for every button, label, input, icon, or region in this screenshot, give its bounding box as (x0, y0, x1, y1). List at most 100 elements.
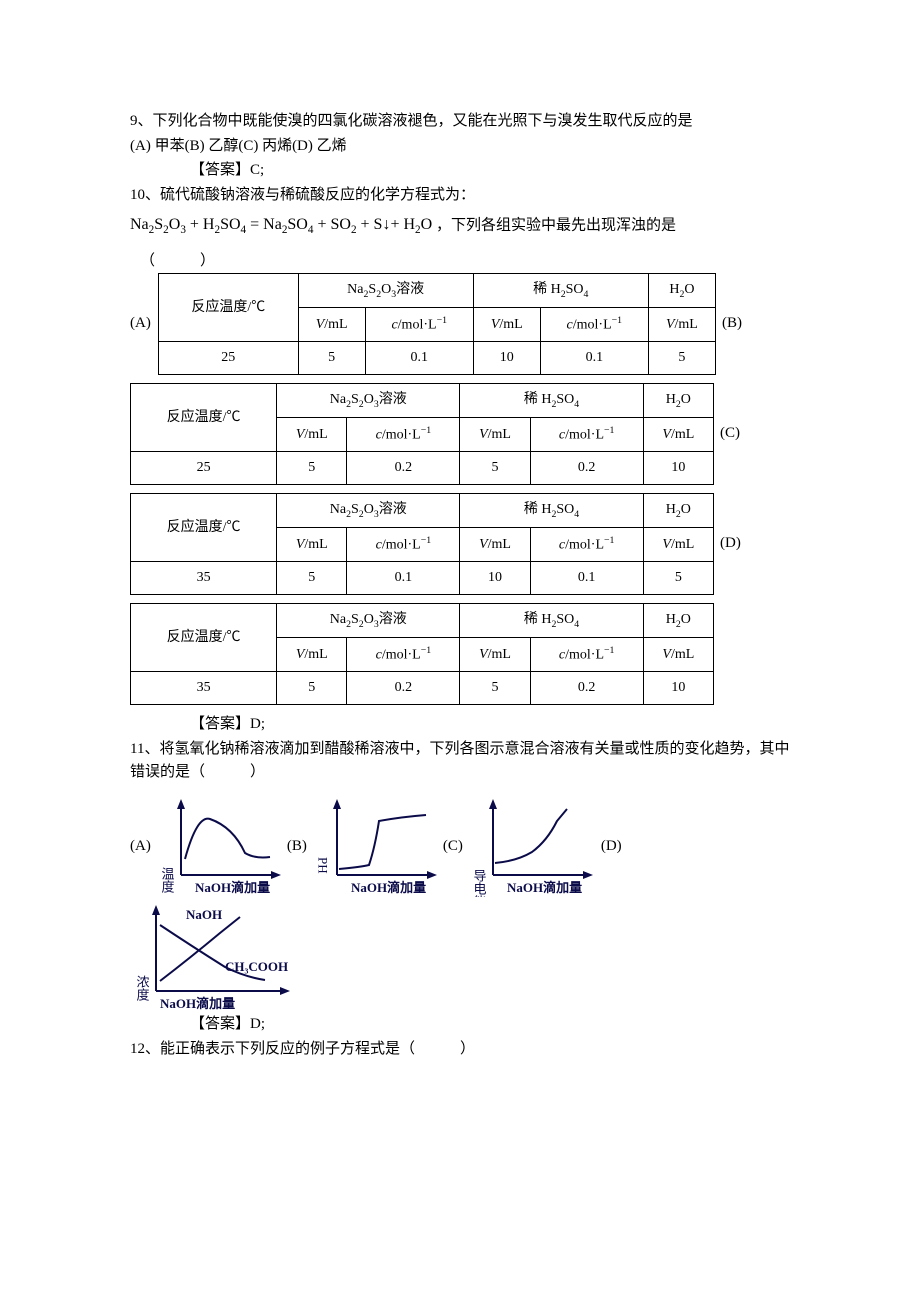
th-h2o: H2O (643, 603, 713, 637)
label-c: (C) (443, 835, 463, 858)
q11-text: 将氢氧化钠稀溶液滴加到醋酸稀溶液中，下列各图示意混合溶液有关量或性质的变化趋势，… (130, 741, 789, 780)
th-vml: V/mL (277, 527, 347, 561)
th-na: Na2S2O3溶液 (298, 273, 473, 307)
th-vml: V/mL (643, 637, 713, 671)
answer-value: D; (250, 716, 265, 732)
cell-c2: 0.2 (530, 672, 643, 705)
cell-v1: 5 (298, 342, 365, 375)
cell-w: 5 (643, 562, 713, 595)
table-c-row: 反应温度/℃ Na2S2O3溶液 稀 H2SO4 H2O V/mL c/mol·… (130, 493, 795, 595)
th-h2so4: 稀 H2SO4 (460, 603, 643, 637)
cell-temp: 25 (159, 342, 299, 375)
graph-b-block: (B) PH NaOH滴加量 (287, 797, 439, 897)
cell-v2: 10 (473, 342, 540, 375)
th-h2so4: 稀 H2SO4 (473, 273, 648, 307)
cell-temp: 35 (131, 672, 277, 705)
cell-w: 5 (648, 342, 715, 375)
ylabel-a: 温度 (159, 867, 174, 893)
th-cmol: c/mol·L−1 (530, 417, 643, 451)
cell-c1: 0.1 (365, 342, 473, 375)
answer-value: C; (250, 162, 264, 178)
th-cmol: c/mol·L−1 (347, 637, 460, 671)
cell-temp: 25 (131, 452, 277, 485)
q10-number: 10、 (130, 187, 160, 203)
q9-text: 下列化合物中既能使溴的四氯化碳溶液褪色，又能在光照下与溴发生取代反应的是 (153, 113, 693, 129)
th-h2o: H2O (643, 493, 713, 527)
th-temp: 反应温度/℃ (131, 603, 277, 671)
q10-answer: 【答案】D; (130, 713, 795, 736)
answer-value: D; (250, 1016, 265, 1032)
th-cmol: c/mol·L−1 (347, 527, 460, 561)
ylabel-c: 导电能力 (471, 869, 486, 897)
d-ch3cooh-label: CH₃COOH (225, 959, 288, 974)
cell-c1: 0.2 (347, 672, 460, 705)
th-vml: V/mL (643, 527, 713, 561)
cell-temp: 35 (131, 562, 277, 595)
th-vml: V/mL (648, 307, 715, 341)
graph-a: 温度 NaOH滴加量 (155, 797, 283, 897)
cell-v1: 5 (277, 562, 347, 595)
q9-options: (A) 甲苯(B) 乙醇(C) 丙烯(D) 乙烯 (130, 135, 795, 158)
q10-paren: （ ） (140, 250, 795, 273)
table-d-row: 反应温度/℃ Na2S2O3溶液 稀 H2SO4 H2O V/mL c/mol·… (130, 603, 795, 705)
th-vml: V/mL (460, 637, 530, 671)
q10-trailing: ，下列各组实验中最先出现浑浊的是 (436, 218, 676, 234)
table-b: 反应温度/℃ Na2S2O3溶液 稀 H2SO4 H2O V/mL c/mol·… (130, 383, 714, 485)
cell-c1: 0.1 (347, 562, 460, 595)
th-vml: V/mL (643, 417, 713, 451)
table-a-row: (A) 反应温度/℃ Na2S2O3溶液 稀 H2SO4 H2O V/mL c/… (130, 273, 795, 375)
table-c: 反应温度/℃ Na2S2O3溶液 稀 H2SO4 H2O V/mL c/mol·… (130, 493, 714, 595)
th-temp: 反应温度/℃ (131, 383, 277, 451)
th-cmol: c/mol·L−1 (365, 307, 473, 341)
q10-equation-row: Na2S2O3 + H2SO4 = Na2SO4 + SO2 + S↓+ H2O… (130, 213, 795, 240)
graph-d-block: 浓度 NaOH CH₃COOH NaOH滴加量 (130, 903, 795, 1013)
q11-answer: 【答案】D; (130, 1013, 795, 1036)
graph-c: 导电能力 NaOH滴加量 (467, 797, 595, 897)
th-cmol: c/mol·L−1 (540, 307, 648, 341)
q10-text: 硫代硫酸钠溶液与稀硫酸反应的化学方程式为： (160, 187, 475, 203)
label-b: (B) (287, 835, 307, 858)
q11-graphs-row: (A) 温度 NaOH滴加量 (B) PH NaOH滴加量 (C) (130, 797, 795, 897)
th-h2o: H2O (643, 383, 713, 417)
label-c: (C) (720, 422, 750, 445)
label-a: (A) (130, 835, 151, 858)
label-d: (D) (601, 835, 622, 858)
th-vml: V/mL (277, 417, 347, 451)
xlabel: NaOH滴加量 (351, 880, 426, 895)
cell-v2: 5 (460, 452, 530, 485)
xlabel: NaOH滴加量 (195, 880, 270, 895)
th-na: Na2S2O3溶液 (277, 383, 460, 417)
th-vml: V/mL (460, 527, 530, 561)
q9-answer: 【答案】C; (130, 159, 795, 182)
cell-c1: 0.2 (347, 452, 460, 485)
answer-label: 【答案】 (190, 716, 250, 732)
cell-w: 10 (643, 672, 713, 705)
xlabel: NaOH滴加量 (507, 880, 582, 895)
th-temp: 反应温度/℃ (131, 493, 277, 561)
d-naoh-label: NaOH (186, 907, 222, 922)
ylabel-d: 浓度 (135, 975, 150, 1001)
label-b: (B) (722, 312, 752, 335)
graph-c-block: (C) 导电能力 NaOH滴加量 (D) (443, 797, 622, 897)
question-11: 11、将氢氧化钠稀溶液滴加到醋酸稀溶液中，下列各图示意混合溶液有关量或性质的变化… (130, 738, 795, 785)
th-cmol: c/mol·L−1 (530, 637, 643, 671)
ylabel-b: PH (315, 857, 330, 874)
graph-b: PH NaOH滴加量 (311, 797, 439, 897)
th-na: Na2S2O3溶液 (277, 493, 460, 527)
cell-c2: 0.1 (530, 562, 643, 595)
table-b-row: 反应温度/℃ Na2S2O3溶液 稀 H2SO4 H2O V/mL c/mol·… (130, 383, 795, 485)
q10-equation: Na2S2O3 + H2SO4 = Na2SO4 + SO2 + S↓+ H2O (130, 213, 432, 240)
q12-number: 12、 (130, 1041, 160, 1057)
cell-c2: 0.1 (540, 342, 648, 375)
cell-v2: 10 (460, 562, 530, 595)
table-d: 反应温度/℃ Na2S2O3溶液 稀 H2SO4 H2O V/mL c/mol·… (130, 603, 714, 705)
answer-label: 【答案】 (190, 1016, 250, 1032)
q9-number: 9、 (130, 113, 153, 129)
question-12: 12、能正确表示下列反应的例子方程式是（ ） (130, 1038, 795, 1061)
th-h2so4: 稀 H2SO4 (460, 383, 643, 417)
label-a: (A) (130, 312, 158, 335)
xlabel: NaOH滴加量 (160, 996, 235, 1011)
answer-label: 【答案】 (190, 162, 250, 178)
th-na: Na2S2O3溶液 (277, 603, 460, 637)
q11-number: 11、 (130, 741, 159, 757)
